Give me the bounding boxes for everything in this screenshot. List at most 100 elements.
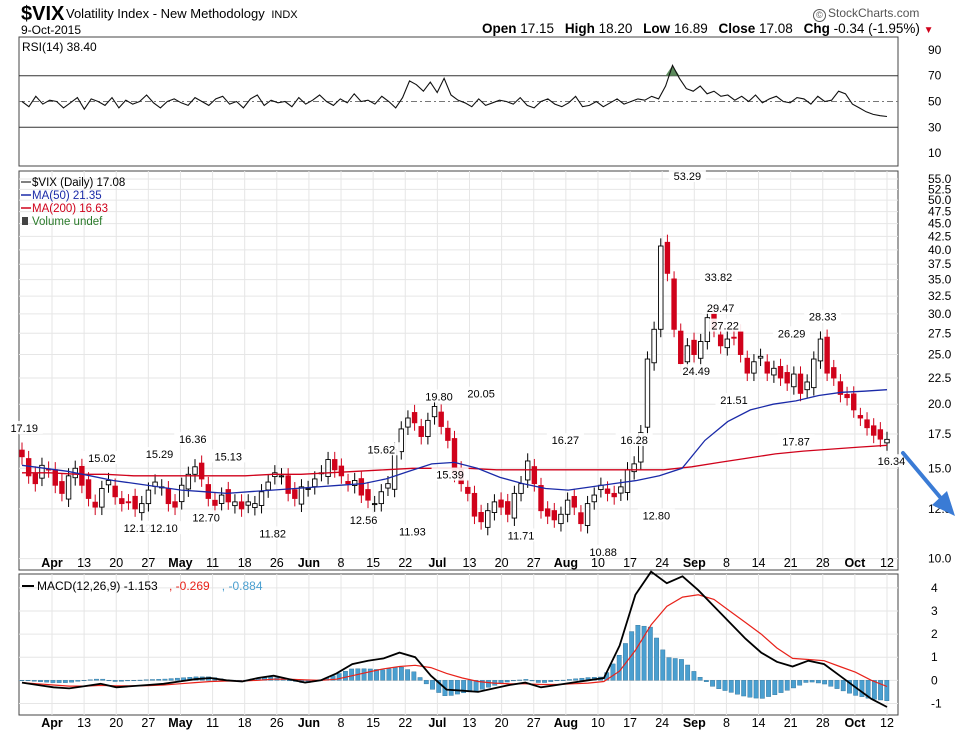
price-annotation: 26.29 [778,328,806,340]
candle-body [465,486,471,494]
price-x-tick: 13 [463,556,477,570]
candle-body [405,417,411,428]
price-annotation-bg [5,420,43,434]
macd-histogram-bar [840,680,846,692]
price-tick-label: 45.0 [928,217,952,231]
macd-histogram-bar [654,637,659,681]
candle-body [571,496,577,508]
candle-body [524,460,531,481]
macd-histogram-bar [666,657,672,681]
macd-histogram-bar [349,668,355,681]
price-annotation: 17.19 [10,423,38,435]
macd-x-tick: 26 [270,716,284,730]
macd-histogram-bar [361,668,367,681]
brand-logo[interactable]: © StockCharts.com [813,6,919,22]
price-x-tick: 15 [366,556,380,570]
candle-body [478,511,484,523]
price-legend-label: $VIX (Daily) 17.08 [32,177,125,189]
high-value: 18.20 [598,21,633,36]
macd-histogram-bar [691,671,697,681]
macd-histogram-bar [367,668,373,681]
candle-body [378,491,385,505]
macd-histogram-bar [81,680,87,682]
price-annotation-bg [141,447,179,461]
macd-histogram-bar [809,680,815,683]
price-annotation-bg [420,389,458,403]
price-tick-label: 35.0 [928,273,952,287]
macd-histogram-bar [697,677,703,681]
macd-histogram-bar [405,669,411,681]
macd-histogram-bar [374,669,379,681]
close-value: 17.08 [759,21,793,36]
macd-x-tick: 13 [77,716,91,730]
rsi-panel: RSI(14) 38.40 90 70 50 30 10 [18,36,942,167]
macd-histogram-bar [647,626,653,681]
candle-body [418,426,424,437]
macd-histogram-bar [174,677,180,681]
candle-body [39,464,45,479]
macd-histogram-bar [859,680,865,697]
macd-x-tick: 8 [338,716,345,730]
macd-histogram-bar [112,680,118,682]
price-tick-label: 55.0 [928,172,952,186]
macd-histogram-bar [430,680,435,690]
candle-body [797,373,804,394]
macd-histogram-bar [386,668,392,681]
price-annotation: 19.80 [425,391,453,403]
price-x-tick: Jul [428,556,446,570]
candle-body [59,481,65,494]
instrument-name: Volatility Index - New Methodology INDX [66,6,298,21]
price-x-tick: May [168,556,192,570]
price-annotation-bg [777,434,815,448]
price-annotation: 12.80 [643,511,671,523]
candle-body [132,495,138,510]
candle-body [764,361,770,374]
macd-x-tick: 15 [366,716,380,730]
macd-histogram-bar [560,679,566,681]
candle-body [784,372,790,384]
macd-legend-label: , -0.884 [222,579,263,593]
macd-histogram-bar [784,680,790,691]
macd-histogram-bar [380,669,386,681]
candle-body [870,425,877,436]
macd-tick-label: 4 [931,581,938,595]
price-annotation: 16.34 [878,456,906,468]
macd-x-tick: Jul [428,716,446,730]
macd-x-tick: Sep [683,716,706,730]
macd-histogram-bar [685,664,691,681]
price-annotation: 12.70 [192,512,220,524]
price-tick-label: 30.0 [928,307,952,321]
macd-x-tick: 21 [784,716,798,730]
macd-histogram-bar [803,680,809,683]
macd-histogram-bar [828,680,834,687]
candle-body [258,491,265,506]
candle-body [744,357,750,374]
macd-x-tick: May [168,716,192,730]
macd-histogram-bar [94,678,99,681]
price-x-tick: Oct [844,556,866,570]
macd-histogram-bar [479,680,485,690]
macd-histogram-bar [766,680,771,697]
macd-histogram-bar [728,680,734,693]
macd-x-tick: 17 [623,716,637,730]
low-label: Low [643,21,671,36]
candle-body [551,510,558,521]
candle-body [285,475,291,494]
price-frame [18,170,899,571]
candle-body [538,485,544,512]
candle-body [491,501,498,513]
candle-body [518,483,524,494]
price-x-tick: 8 [338,556,345,570]
price-annotation: 16.36 [179,434,207,446]
candle-body [232,501,238,507]
macd-histogram-bar [455,680,460,695]
macd-histogram-bar [44,680,50,683]
candle-body [245,501,251,506]
candle-body [185,473,192,490]
price-tick-label: 10.0 [928,552,952,566]
price-annotation-bg [145,521,183,535]
candle-body [651,328,657,364]
price-x-tick: 18 [238,556,252,570]
down-triangle-icon: ▼ [923,25,934,36]
macd-histogram-bar [679,659,684,681]
